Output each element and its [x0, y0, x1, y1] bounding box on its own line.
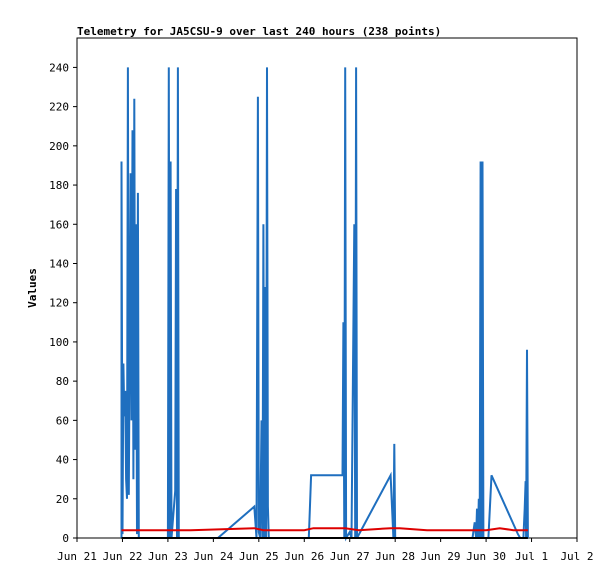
y-tick-label: 100	[49, 336, 69, 349]
y-axis: 0 20 40 60 80 100 120 140 160 180 200 220 240	[49, 61, 77, 545]
y-tick-label: 0	[62, 532, 69, 545]
series-line-red	[121, 527, 528, 532]
chart-title: Telemetry for JA5CSU-9 over last 240 hou…	[77, 25, 441, 38]
y-tick-label: 120	[49, 297, 69, 310]
series-line-blue	[120, 67, 529, 542]
y-tick-label: 40	[56, 454, 69, 467]
x-axis: Jun 21 Jun 22 Jun 23 Jun 24 Jun 25 Jun 26 Jun …	[57, 538, 594, 563]
y-tick-label: 200	[49, 140, 69, 153]
y-tick-label: 180	[49, 179, 69, 192]
y-tick-label: 240	[49, 61, 69, 74]
y-tick-label: 20	[56, 493, 69, 506]
y-axis-label: Values	[26, 268, 39, 308]
y-tick-label: 220	[49, 101, 69, 114]
x-tick-label: Jun 27	[330, 550, 370, 563]
x-tick-label: Jun 30	[466, 550, 506, 563]
x-tick-label: Jun 23	[148, 550, 188, 563]
x-tick-label: Jun 25	[239, 550, 279, 563]
plot-area	[76, 37, 578, 539]
x-tick-label: Jun 28	[375, 550, 415, 563]
y-tick-label: 80	[56, 375, 69, 388]
y-tick-label: 60	[56, 414, 69, 427]
x-tick-label: Jun 22	[103, 550, 143, 563]
x-tick-label: Jun 21	[57, 550, 97, 563]
series-group	[120, 67, 529, 542]
y-tick-label: 160	[49, 218, 69, 231]
x-tick-label: Jun 26	[284, 550, 324, 563]
x-tick-label: Jun 29	[421, 550, 461, 563]
y-tick-label: 140	[49, 257, 69, 270]
x-tick-label: Jul 2	[560, 550, 593, 563]
x-tick-label: Jun 24	[193, 550, 233, 563]
x-tick-label: Jul 1	[515, 550, 548, 563]
